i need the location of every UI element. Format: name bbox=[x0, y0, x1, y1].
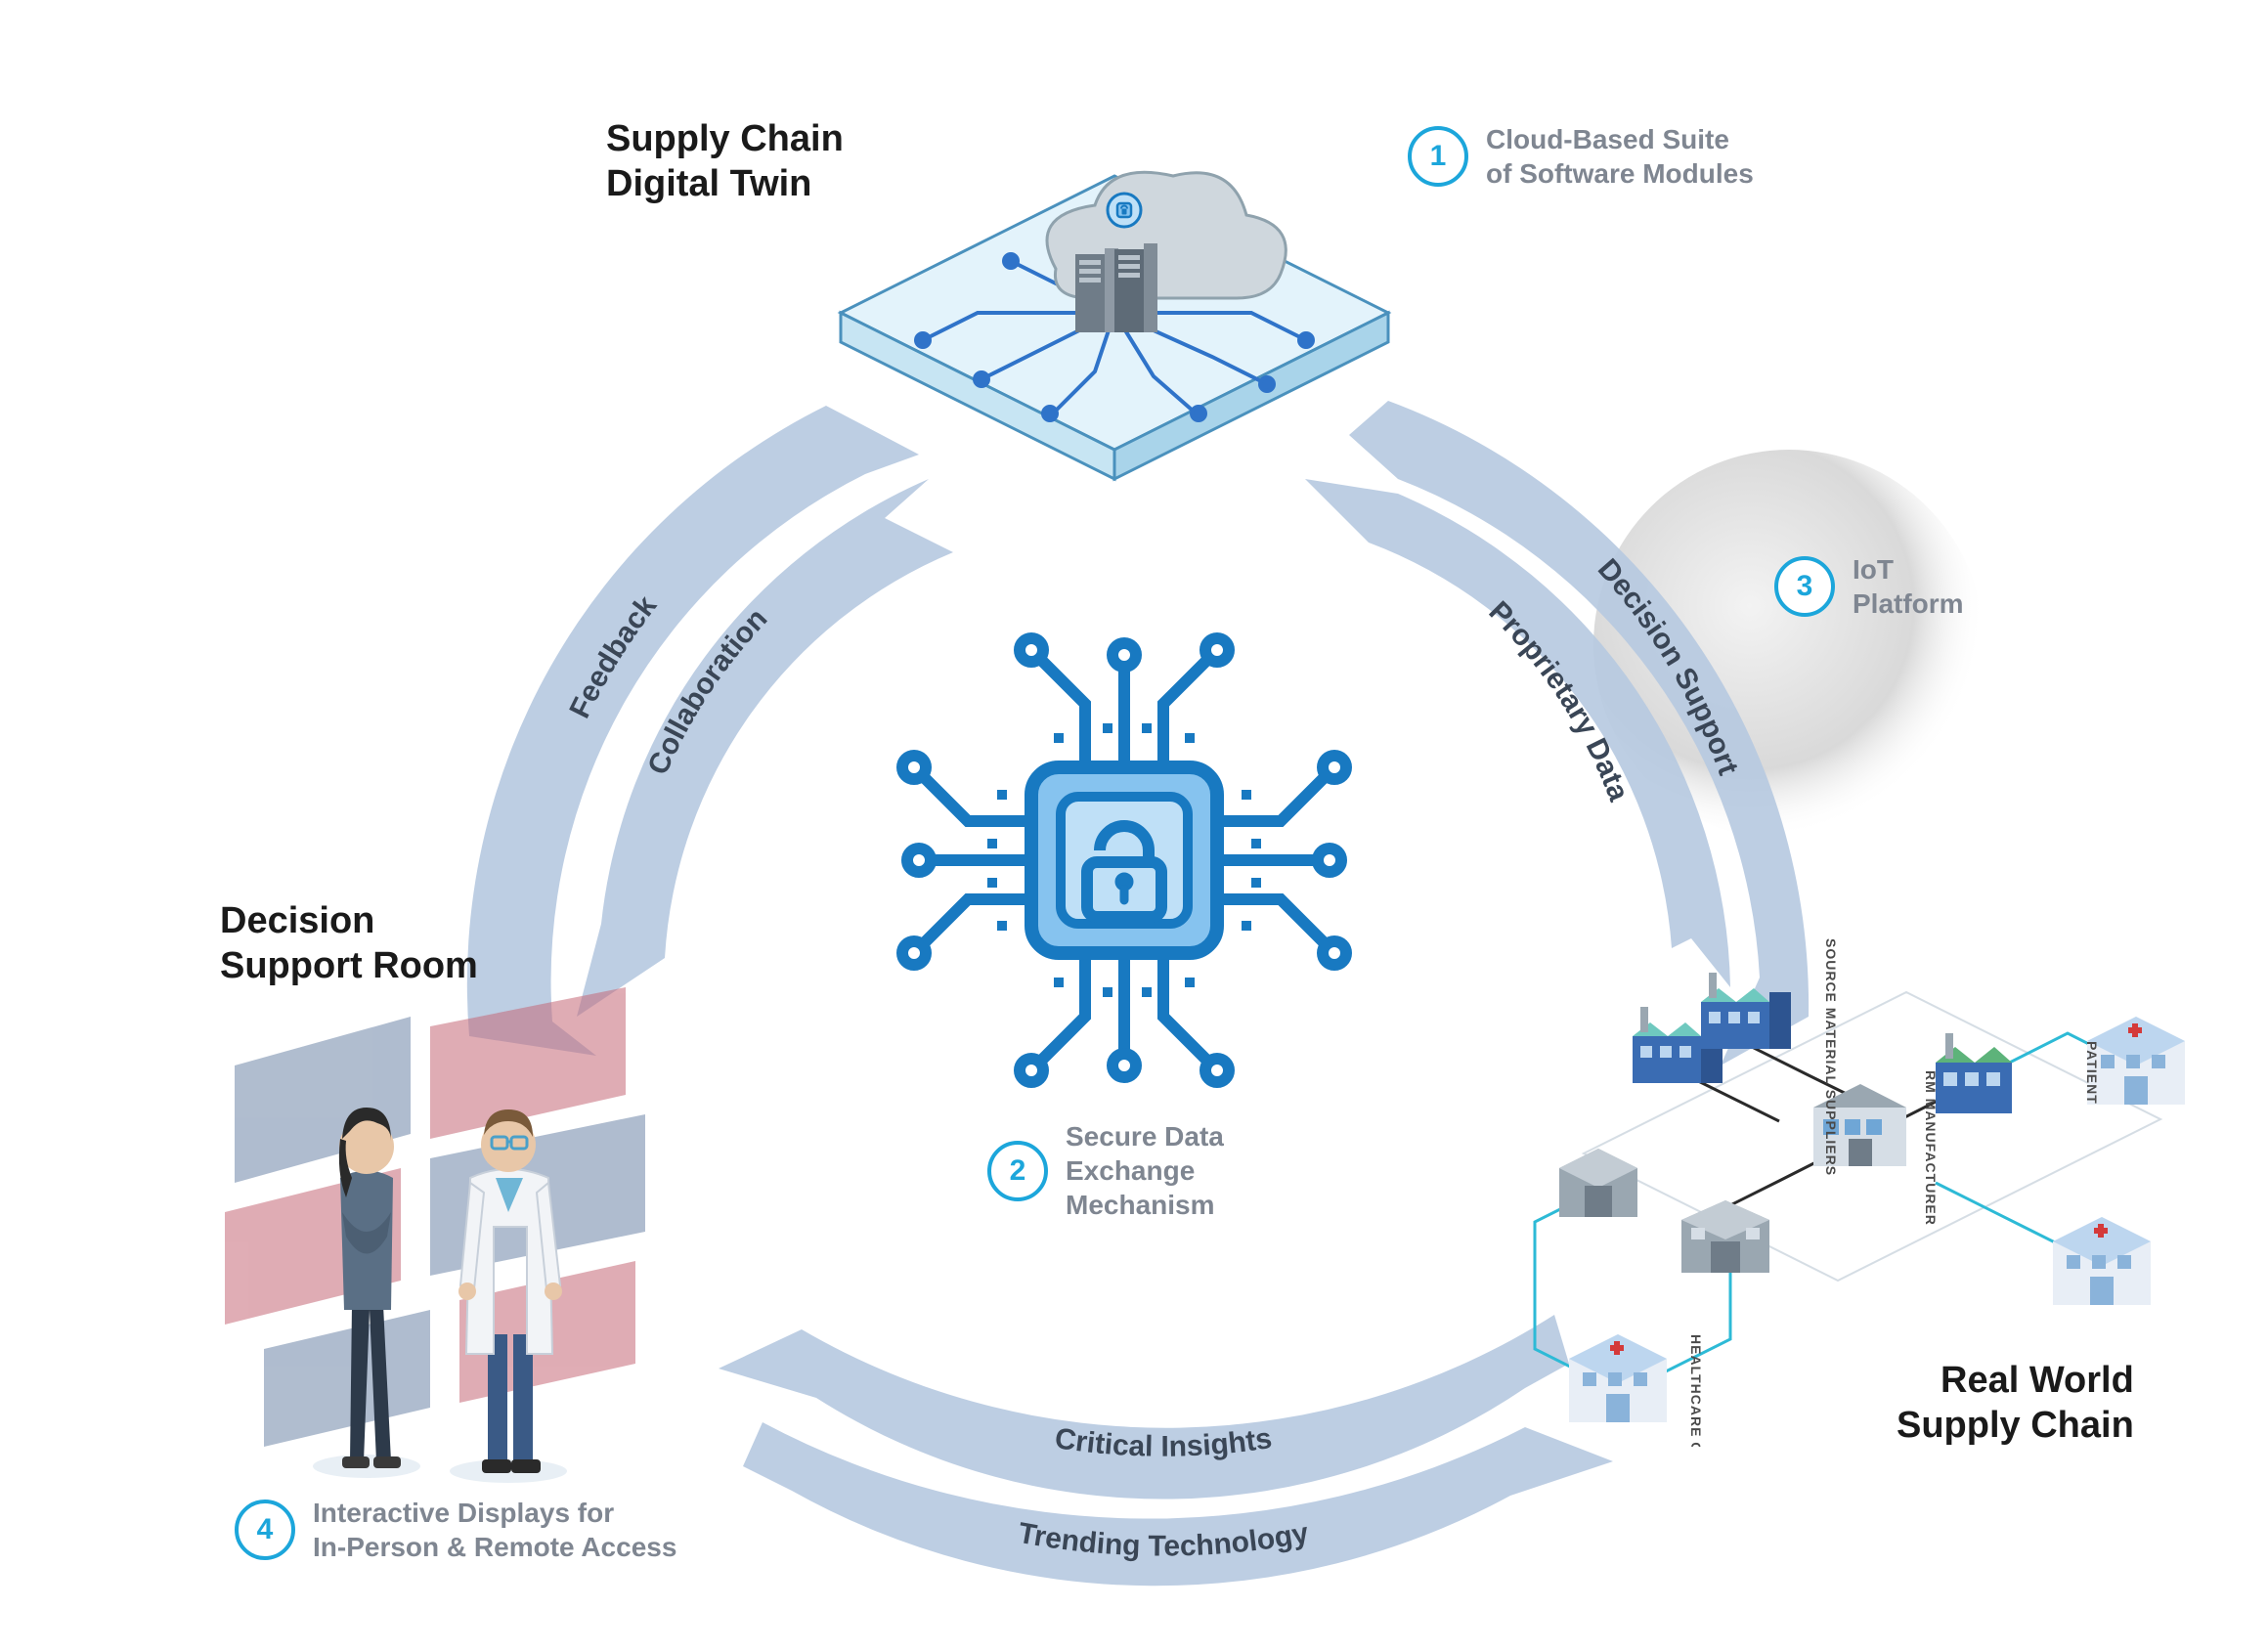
diagram-canvas: Feedback Collaboration Decision Support … bbox=[0, 0, 2268, 1652]
callout-3-number: 3 bbox=[1774, 556, 1835, 617]
hospital-icon bbox=[2053, 1217, 2151, 1305]
callout-1-number: 1 bbox=[1408, 126, 1468, 187]
server-icon bbox=[1075, 243, 1157, 332]
callout-2-number: 2 bbox=[987, 1141, 1048, 1201]
callout-2: 2 Secure Data Exchange Mechanism bbox=[987, 1119, 1224, 1222]
label-rm-manufacturer: RM MANUFACTURER bbox=[1923, 1070, 1939, 1226]
title-real-world: Real World Supply Chain bbox=[1897, 1359, 2134, 1448]
factory-icon bbox=[1701, 973, 1791, 1049]
callout-4-number: 4 bbox=[235, 1500, 295, 1560]
label-source-suppliers: SOURCE MATERIAL SUPPLIERS bbox=[1823, 938, 1839, 1176]
support-room-graphic bbox=[205, 987, 753, 1496]
callout-1-text: Cloud-Based Suite of Software Modules bbox=[1486, 122, 1754, 191]
callout-4: 4 Interactive Displays for In-Person & R… bbox=[235, 1496, 676, 1564]
title-support-room: Decision Support Room bbox=[220, 899, 478, 988]
hospital-icon bbox=[1569, 1334, 1667, 1422]
hospital-icon bbox=[2087, 1017, 2185, 1105]
label-healthcare-center: HEALTHCARE CENTER bbox=[1688, 1334, 1704, 1447]
secure-chip-icon bbox=[890, 626, 1359, 1095]
digital-twin-board bbox=[802, 137, 1427, 528]
callout-1: 1 Cloud-Based Suite of Software Modules bbox=[1408, 122, 1754, 191]
callout-2-text: Secure Data Exchange Mechanism bbox=[1066, 1119, 1224, 1222]
label-patient: PATIENT bbox=[2084, 1041, 2100, 1105]
callout-4-text: Interactive Displays for In-Person & Rem… bbox=[313, 1496, 676, 1564]
callout-3-text: IoT Platform bbox=[1853, 552, 1964, 621]
callout-3: 3 IoT Platform bbox=[1774, 552, 1964, 621]
